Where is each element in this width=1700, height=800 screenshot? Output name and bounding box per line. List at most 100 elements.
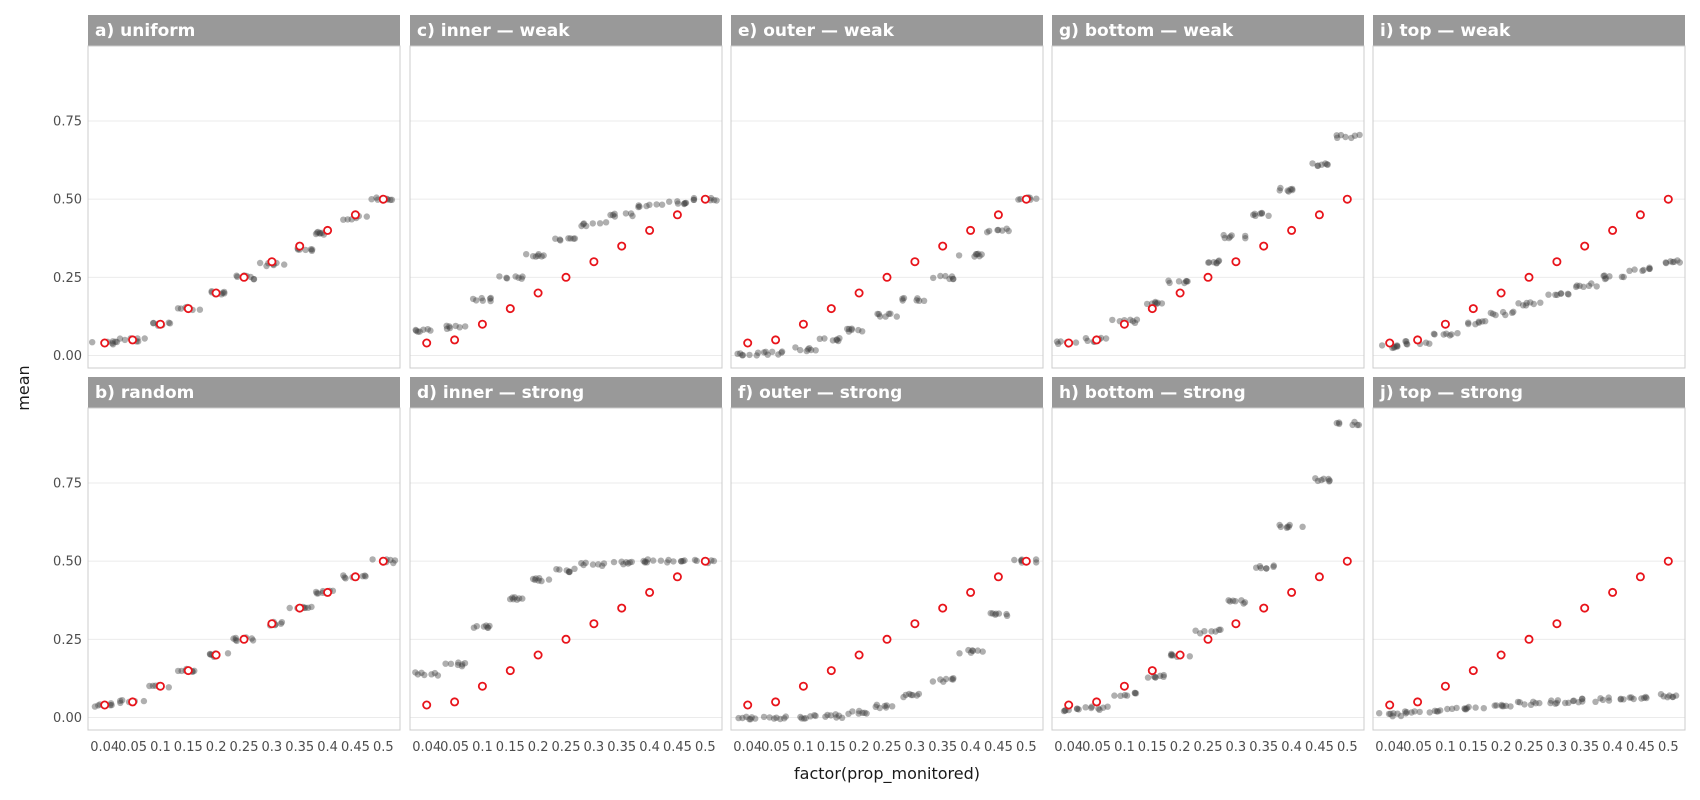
observed-point xyxy=(769,348,776,355)
observed-point xyxy=(833,336,841,343)
observed-point xyxy=(304,604,312,611)
expected-point xyxy=(561,272,571,282)
observed-point xyxy=(511,594,518,601)
panel-title: g) bottom — weak xyxy=(1059,21,1234,41)
observed-point xyxy=(882,313,889,320)
observed-point xyxy=(1152,298,1159,306)
observed-point xyxy=(859,328,866,335)
observed-point xyxy=(636,203,643,210)
observed-point xyxy=(424,326,431,333)
x-tick-label: 0.3 xyxy=(905,740,926,755)
observed-point xyxy=(117,699,124,707)
observed-point xyxy=(416,328,423,335)
expected-point xyxy=(700,556,710,566)
observed-point xyxy=(434,672,442,679)
observed-point xyxy=(221,288,228,296)
observed-point xyxy=(484,624,492,631)
observed-point xyxy=(1277,523,1285,531)
observed-point xyxy=(1487,309,1495,317)
panel-3: e) outer — weak xyxy=(730,15,1044,369)
observed-point xyxy=(1270,562,1278,569)
observed-point xyxy=(887,310,894,317)
observed-point xyxy=(1403,709,1410,716)
observed-point xyxy=(1168,651,1175,659)
observed-point xyxy=(1287,186,1294,193)
observed-point xyxy=(206,650,214,658)
x-tick-label: 0.25 xyxy=(230,740,259,755)
observed-point xyxy=(89,339,96,346)
observed-point xyxy=(484,624,491,631)
observed-point xyxy=(1557,290,1565,297)
panel-title: h) bottom — strong xyxy=(1059,383,1246,403)
observed-point xyxy=(552,235,559,242)
panel-strip xyxy=(88,377,400,408)
observed-point xyxy=(1433,708,1441,715)
observed-point xyxy=(503,274,510,281)
observed-point xyxy=(1312,475,1319,482)
observed-point xyxy=(578,560,585,567)
expected-point xyxy=(211,288,221,298)
observed-point xyxy=(1576,282,1583,289)
expected-point xyxy=(1413,697,1423,707)
x-tick-label: 0.04 xyxy=(1054,740,1083,755)
observed-point xyxy=(1253,564,1260,571)
x-tick-label: 0.3 xyxy=(1547,740,1568,755)
observed-point xyxy=(531,576,539,584)
observed-point xyxy=(1210,259,1218,266)
expected-point xyxy=(450,335,460,345)
observed-point xyxy=(1639,267,1646,274)
observed-point xyxy=(1333,419,1341,427)
observed-point xyxy=(1492,311,1499,319)
observed-point xyxy=(146,682,153,690)
expected-point xyxy=(183,666,193,676)
observed-point xyxy=(1378,342,1386,349)
panel-title: b) random xyxy=(95,383,194,403)
observed-point xyxy=(556,236,564,243)
observed-point xyxy=(566,568,573,576)
observed-point xyxy=(538,253,545,260)
expected-point xyxy=(422,700,432,710)
observed-point xyxy=(691,556,699,564)
observed-point xyxy=(1257,564,1265,572)
observed-point xyxy=(1516,699,1524,706)
observed-point xyxy=(121,336,129,344)
observed-point xyxy=(431,669,439,677)
observed-point xyxy=(949,676,957,683)
observed-point xyxy=(1397,712,1405,720)
observed-point xyxy=(920,297,928,304)
expected-point xyxy=(1580,603,1590,613)
observed-point xyxy=(1422,339,1430,346)
observed-point xyxy=(1463,705,1471,712)
observed-point xyxy=(1510,308,1517,315)
x-tick-label: 0.04 xyxy=(90,740,119,755)
observed-point xyxy=(1088,703,1096,710)
observed-point xyxy=(1263,565,1270,572)
expected-point xyxy=(1203,272,1213,282)
observed-point xyxy=(1491,702,1498,709)
observed-point xyxy=(950,675,957,682)
observed-point xyxy=(1597,695,1604,702)
observed-point xyxy=(913,692,921,699)
observed-point xyxy=(1390,710,1397,717)
observed-point xyxy=(487,297,494,305)
observed-point xyxy=(503,275,511,282)
observed-point xyxy=(166,320,174,327)
observed-point xyxy=(233,272,240,279)
x-tick-label: 0.1 xyxy=(472,740,493,755)
panel-title: j) top — strong xyxy=(1379,383,1523,403)
observed-point xyxy=(773,714,780,721)
x-tick-label: 0.4 xyxy=(317,740,338,755)
expected-point xyxy=(1468,304,1478,314)
observed-point xyxy=(607,211,614,219)
observed-point xyxy=(462,323,469,330)
observed-point xyxy=(1208,628,1215,635)
panel-title: e) outer — weak xyxy=(738,21,895,41)
observed-point xyxy=(599,562,606,569)
expected-point xyxy=(350,572,360,582)
expected-point xyxy=(1635,210,1645,220)
expected-point xyxy=(100,700,110,710)
observed-point xyxy=(532,575,539,582)
x-tick-label: 0.5 xyxy=(695,740,716,755)
observed-point xyxy=(1121,691,1129,699)
observed-point xyxy=(622,210,630,217)
